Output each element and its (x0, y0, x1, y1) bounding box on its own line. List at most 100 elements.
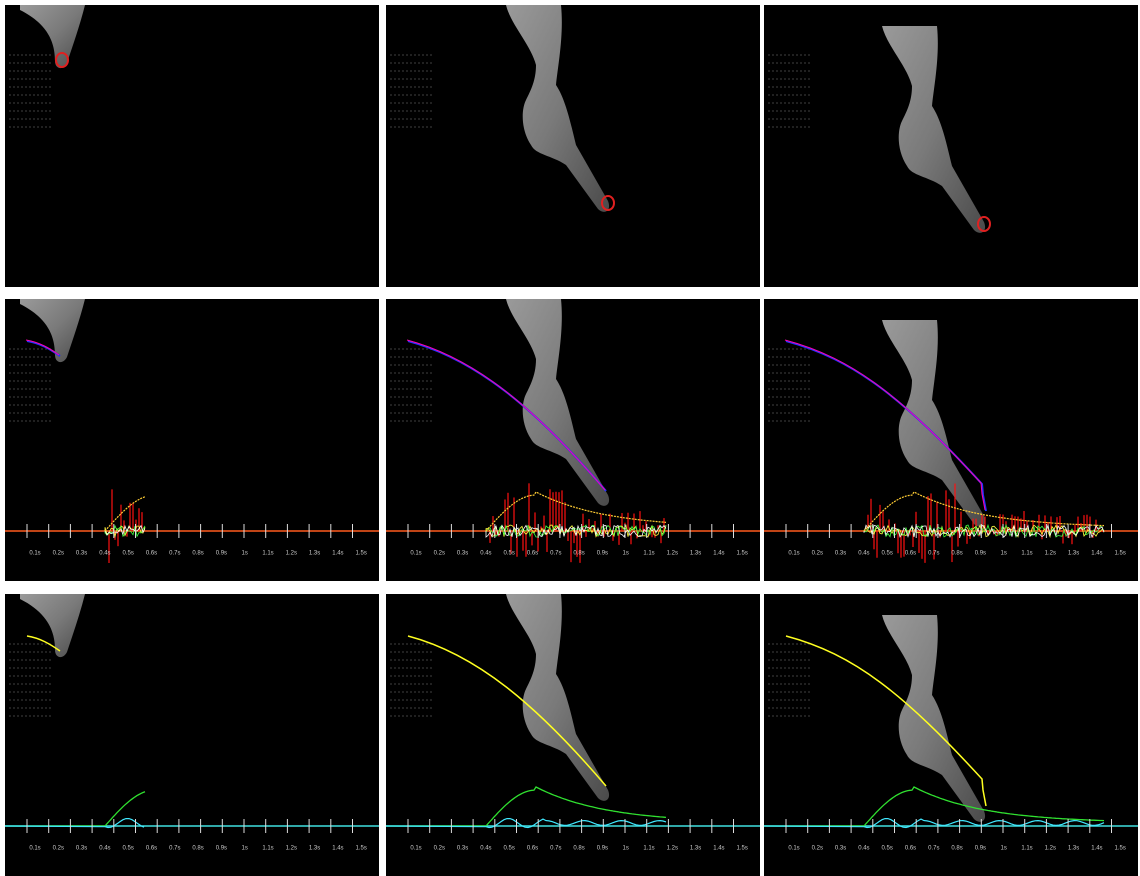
time-label: 1.4s (332, 846, 343, 852)
time-label: 1.3s (1068, 551, 1079, 557)
time-label: 1.2s (667, 551, 678, 557)
time-label: 0.9s (216, 846, 227, 852)
video-frame: 0.1s 0.2s 0.3s 0.4s 0.5s 0.6s 0.7s 0.8s 0.9s 1s 1.… (764, 594, 1138, 876)
time-label: 0.5s (882, 551, 893, 557)
time-label: 1.3s (690, 846, 701, 852)
frame-background (764, 594, 1138, 876)
time-label: 1.5s (737, 846, 748, 852)
time-label: 0.6s (146, 846, 157, 852)
time-label: 0.1s (410, 846, 421, 852)
time-label: 1.4s (332, 551, 343, 557)
time-label: 0.3s (76, 551, 87, 557)
time-label: 1.3s (309, 551, 320, 557)
time-label: 0.4s (480, 846, 491, 852)
time-label: 0.2s (434, 846, 445, 852)
time-label: 0.6s (527, 551, 538, 557)
time-label: 0.1s (788, 846, 799, 852)
time-label: 0.6s (905, 846, 916, 852)
time-label: 1.4s (1091, 846, 1102, 852)
time-label: 0.9s (216, 551, 227, 557)
time-label: 0.4s (99, 551, 110, 557)
time-label: 0.8s (573, 551, 584, 557)
time-label: 0.3s (457, 846, 468, 852)
time-label: 1.5s (737, 551, 748, 557)
time-label: 0.3s (457, 551, 468, 557)
video-frame: 0.1s 0.2s 0.3s 0.4s 0.5s 0.6s 0.7s 0.8s 0.9s 1s 1.… (5, 299, 379, 581)
time-label: 0.4s (858, 846, 869, 852)
time-label: 0.5s (123, 846, 134, 852)
time-label: 1s (242, 551, 248, 557)
time-label: 1.5s (1115, 846, 1126, 852)
time-label: 0.4s (480, 551, 491, 557)
time-label: 0.9s (597, 846, 608, 852)
time-label: 0.6s (905, 551, 916, 557)
time-label: 1.5s (1115, 551, 1126, 557)
time-label: 0.1s (29, 846, 40, 852)
time-label: 0.3s (835, 551, 846, 557)
time-label: 1s (1001, 551, 1007, 557)
time-label: 1.2s (286, 551, 297, 557)
time-label: 0.1s (29, 551, 40, 557)
time-label: 0.5s (123, 551, 134, 557)
time-label: 0.8s (192, 846, 203, 852)
time-label: 0.2s (53, 551, 64, 557)
video-frame: 0.1s 0.2s 0.3s 0.4s 0.5s 0.6s 0.7s 0.8s 0.9s 1s 1.… (386, 594, 760, 876)
time-label: 1.1s (262, 846, 273, 852)
time-label: 0.8s (573, 846, 584, 852)
time-label: 1.1s (643, 551, 654, 557)
frame-background (764, 5, 1138, 287)
time-label: 1.1s (1021, 846, 1032, 852)
time-label: 0.6s (527, 846, 538, 852)
time-label: 1.2s (667, 846, 678, 852)
time-label: 0.3s (835, 846, 846, 852)
time-label: 0.8s (951, 551, 962, 557)
time-label: 1.2s (1045, 846, 1056, 852)
time-label: 0.2s (434, 551, 445, 557)
time-label: 0.7s (928, 551, 939, 557)
time-label: 0.7s (550, 846, 561, 852)
time-label: 1.2s (1045, 551, 1056, 557)
time-label: 1.1s (1021, 551, 1032, 557)
time-label: 0.6s (146, 551, 157, 557)
video-frame (764, 5, 1138, 287)
time-label: 1.1s (262, 551, 273, 557)
time-label: 0.4s (99, 846, 110, 852)
time-label: 0.7s (928, 846, 939, 852)
time-label: 0.9s (975, 846, 986, 852)
video-frame (5, 5, 379, 287)
video-frame (386, 5, 760, 287)
time-label: 0.8s (192, 551, 203, 557)
time-label: 0.4s (858, 551, 869, 557)
time-label: 1s (623, 846, 629, 852)
time-label: 1.3s (309, 846, 320, 852)
time-label: 0.7s (169, 846, 180, 852)
time-label: 0.9s (597, 551, 608, 557)
time-label: 0.2s (812, 846, 823, 852)
time-label: 0.5s (504, 846, 515, 852)
frame-background (764, 299, 1138, 581)
time-label: 0.9s (975, 551, 986, 557)
time-label: 1s (242, 846, 248, 852)
time-label: 1.4s (1091, 551, 1102, 557)
time-label: 1.5s (356, 846, 367, 852)
time-label: 0.1s (410, 551, 421, 557)
frame-grid: 0.1s 0.2s 0.3s 0.4s 0.5s 0.6s 0.7s 0.8s 0.9s 1s 1.… (0, 0, 1140, 876)
time-label: 0.7s (550, 551, 561, 557)
time-label: 0.5s (882, 846, 893, 852)
time-label: 0.1s (788, 551, 799, 557)
time-label: 1.2s (286, 846, 297, 852)
time-label: 1.3s (1068, 846, 1079, 852)
time-label: 1.4s (713, 846, 724, 852)
time-label: 1.4s (713, 551, 724, 557)
time-label: 0.2s (53, 846, 64, 852)
page: 0.1s 0.2s 0.3s 0.4s 0.5s 0.6s 0.7s 0.8s 0.9s 1s 1.… (0, 0, 1140, 876)
time-label: 1s (1001, 846, 1007, 852)
time-label: 0.5s (504, 551, 515, 557)
time-label: 0.8s (951, 846, 962, 852)
time-label: 1.5s (356, 551, 367, 557)
time-label: 0.7s (169, 551, 180, 557)
time-label: 1.3s (690, 551, 701, 557)
